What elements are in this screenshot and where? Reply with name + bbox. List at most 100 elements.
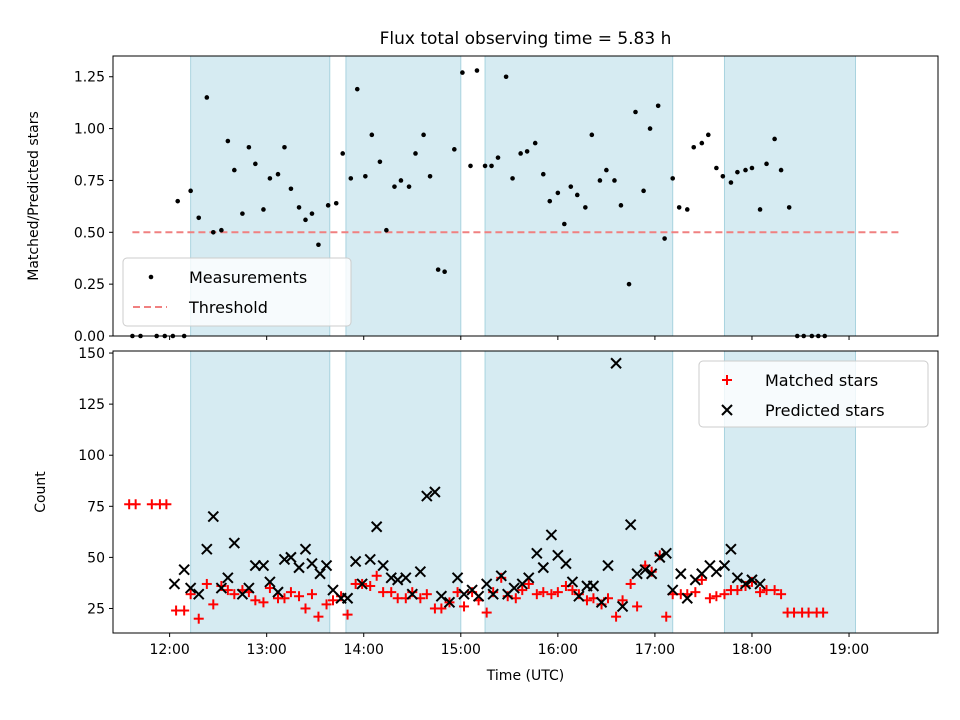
x-tick-label: 15:00 xyxy=(441,642,481,658)
y-tick-label: 125 xyxy=(78,397,105,413)
x-tick-label: 18:00 xyxy=(732,642,772,658)
legend: Measurements Threshold xyxy=(122,257,352,327)
data-point xyxy=(523,578,534,589)
data-point xyxy=(222,572,234,584)
data-point xyxy=(443,596,456,609)
data-point xyxy=(279,593,290,604)
data-point xyxy=(725,543,737,555)
data-point xyxy=(228,537,241,549)
data-point xyxy=(769,585,780,596)
data-point xyxy=(392,184,397,189)
data-point xyxy=(130,499,141,510)
data-point xyxy=(616,600,629,613)
data-point xyxy=(602,559,614,572)
data-point xyxy=(369,132,375,138)
data-point xyxy=(552,587,563,598)
data-point xyxy=(690,587,701,598)
data-point xyxy=(676,205,682,210)
data-point xyxy=(597,178,603,183)
data-point xyxy=(746,574,758,586)
data-point xyxy=(631,568,643,580)
data-point xyxy=(370,521,383,533)
data-point xyxy=(313,611,324,622)
shaded-interval xyxy=(345,55,462,337)
data-point xyxy=(546,589,557,600)
data-point xyxy=(406,588,418,600)
x-axis-label: Time (UTC) xyxy=(486,668,564,684)
x-tick-label: 16:00 xyxy=(538,642,578,658)
data-point xyxy=(435,590,448,602)
data-point xyxy=(246,144,252,150)
data-point xyxy=(207,510,220,523)
data-point xyxy=(587,580,600,592)
data-point xyxy=(459,601,470,612)
data-point xyxy=(610,357,622,369)
data-point xyxy=(413,151,418,156)
data-point xyxy=(624,518,637,531)
legend-label: Matched stars xyxy=(765,371,878,390)
data-point xyxy=(377,559,389,572)
data-point xyxy=(710,565,723,578)
data-point xyxy=(258,597,269,608)
data-point xyxy=(818,607,829,618)
data-point xyxy=(204,95,210,100)
data-point xyxy=(604,167,609,173)
x-tick-label: 14:00 xyxy=(344,642,384,658)
data-point xyxy=(633,109,638,115)
shaded-interval xyxy=(190,350,331,634)
data-point xyxy=(391,574,404,586)
data-point xyxy=(285,551,297,564)
data-point xyxy=(739,578,752,590)
data-point xyxy=(728,180,734,185)
y-tick-label: 75 xyxy=(87,499,105,515)
data-point xyxy=(285,587,296,598)
data-point xyxy=(531,547,543,560)
data-point xyxy=(264,576,276,588)
data-point xyxy=(503,74,509,80)
data-point xyxy=(451,572,464,584)
data-point xyxy=(272,586,284,598)
data-point xyxy=(421,589,432,600)
y-tick-label: 1.25 xyxy=(74,70,105,86)
data-point xyxy=(278,553,291,566)
data-point xyxy=(661,611,672,622)
data-point xyxy=(523,572,535,584)
data-point xyxy=(421,490,433,502)
data-point xyxy=(384,227,389,233)
x-tick-label: 12:00 xyxy=(149,642,189,658)
data-point xyxy=(371,570,382,581)
y-axis-label: Count xyxy=(33,471,49,513)
legend-marker xyxy=(148,274,154,280)
data-point xyxy=(385,572,397,584)
data-point xyxy=(316,242,321,248)
y-tick-label: 100 xyxy=(78,448,105,464)
data-point xyxy=(161,499,172,510)
data-point xyxy=(482,163,488,169)
data-point xyxy=(662,236,667,241)
shaded-interval xyxy=(723,55,856,337)
data-point xyxy=(435,267,441,272)
data-point xyxy=(517,585,528,596)
data-point xyxy=(778,167,784,173)
data-point xyxy=(720,173,726,179)
y-tick-label: 150 xyxy=(78,346,105,362)
data-point xyxy=(429,486,441,498)
data-point xyxy=(524,149,530,154)
data-point xyxy=(489,163,494,169)
data-point xyxy=(300,603,311,614)
data-point xyxy=(625,578,636,589)
data-point xyxy=(495,570,507,582)
data-point xyxy=(225,138,231,144)
data-point xyxy=(306,557,318,570)
data-points xyxy=(130,68,828,339)
data-point xyxy=(691,144,697,150)
y-tick-label: 1.00 xyxy=(74,122,105,138)
data-point xyxy=(293,561,305,574)
data-point xyxy=(786,205,792,210)
data-point xyxy=(406,184,412,189)
data-point xyxy=(421,132,426,138)
data-point xyxy=(714,165,719,171)
chart-title: Flux total observing time = 5.83 h xyxy=(380,29,672,49)
data-point xyxy=(510,176,515,181)
